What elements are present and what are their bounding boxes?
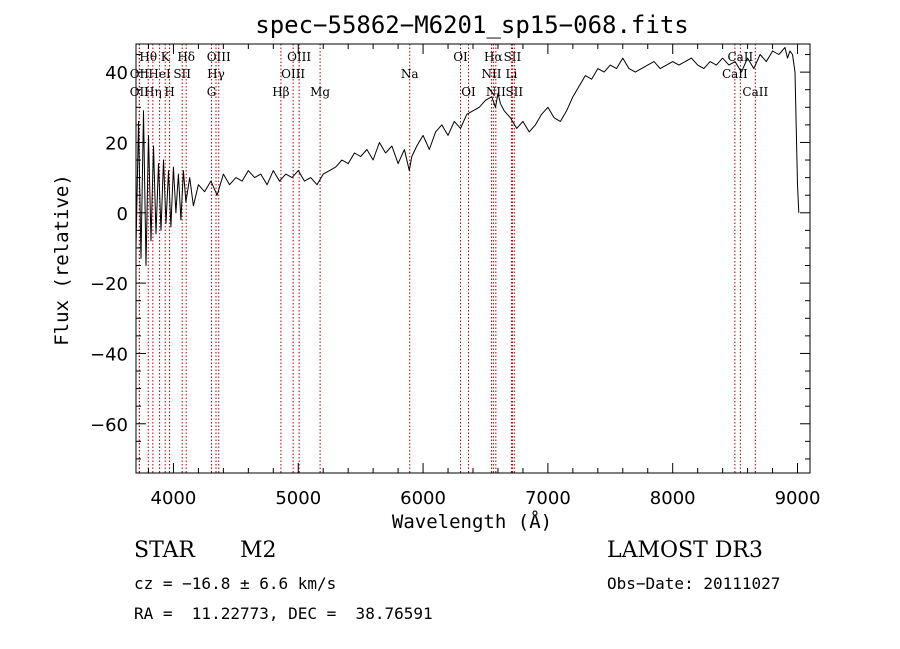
x-tick-label-1: 5000: [275, 488, 321, 509]
line-marker-label-15: Mg: [310, 85, 330, 99]
line-marker-label-1: OII: [130, 67, 150, 81]
line-marker-label-3: Hη: [144, 85, 162, 99]
line-marker-label-26: CaII: [722, 67, 748, 81]
line-marker-label-21: NII: [486, 85, 506, 99]
line-marker-label-16: Na: [401, 67, 419, 81]
line-marker-label-27: CaII: [742, 85, 768, 99]
series-line-spectrum: [135, 47, 800, 266]
line-marker-label-2: OII: [130, 85, 150, 99]
series-layer: [135, 47, 800, 266]
survey-name: LAMOST DR3: [607, 538, 763, 563]
axis-tick-labels: 4000 5000 6000 7000 8000 9000 −60 −40 −20 0 20 40: [90, 63, 820, 509]
line-marker-label-19: Hα: [484, 50, 503, 64]
x-axis-label: Wavelength (Å): [392, 510, 552, 533]
y-tick-label-3: 0: [117, 204, 128, 225]
line-marker-label-8: Hδ: [177, 50, 195, 64]
line-marker-label-20: NII: [481, 67, 501, 81]
line-marker-label-7: SII: [173, 67, 191, 81]
observation-date: Obs−Date: 20111027: [607, 574, 781, 593]
y-tick-label-4: 20: [105, 133, 128, 154]
x-tick-label-4: 8000: [650, 488, 696, 509]
line-marker-label-13: OIII: [281, 67, 305, 81]
y-tick-label-0: −60: [90, 415, 128, 436]
line-marker-label-0: Hθ: [139, 50, 157, 64]
chart-title: spec−55862−M6201_sp15−068.fits: [255, 11, 688, 39]
x-tick-label-3: 7000: [525, 488, 571, 509]
line-marker-label-17: OI: [453, 50, 468, 64]
x-tick-label-5: 9000: [775, 488, 821, 509]
line-marker-label-5: K: [161, 50, 171, 64]
y-tick-label-1: −40: [90, 344, 128, 365]
x-tick-label-2: 6000: [400, 488, 446, 509]
y-tick-label-5: 40: [105, 63, 128, 84]
object-subclass: M2: [240, 538, 277, 563]
line-marker-label-24: SII: [505, 85, 523, 99]
line-marker-label-18: OI: [461, 85, 476, 99]
x-tick-label-0: 4000: [151, 488, 197, 509]
line-marker-label-23: Li: [506, 67, 518, 81]
coordinates: RA = 11.22773, DEC = 38.76591: [134, 604, 433, 623]
line-marker-label-11: G: [207, 85, 217, 99]
redshift-velocity: cz = −16.8 ± 6.6 km/s: [134, 574, 337, 593]
line-marker-label-10: Hγ: [207, 67, 225, 81]
line-marker-label-12: OIII: [287, 50, 311, 64]
line-marker-label-22: SII: [504, 50, 522, 64]
y-tick-label-2: −20: [90, 274, 128, 295]
line-marker-label-9: OIII: [207, 50, 231, 64]
axis-ticks: [136, 44, 810, 473]
line-marker-label-14: Hβ: [272, 85, 289, 99]
object-type: STAR: [134, 538, 195, 563]
y-axis-label: Flux (relative): [51, 174, 73, 346]
plot-frame: [135, 43, 811, 474]
line-marker-label-6: H: [164, 85, 174, 99]
line-marker-label-4: HeI: [148, 67, 171, 81]
